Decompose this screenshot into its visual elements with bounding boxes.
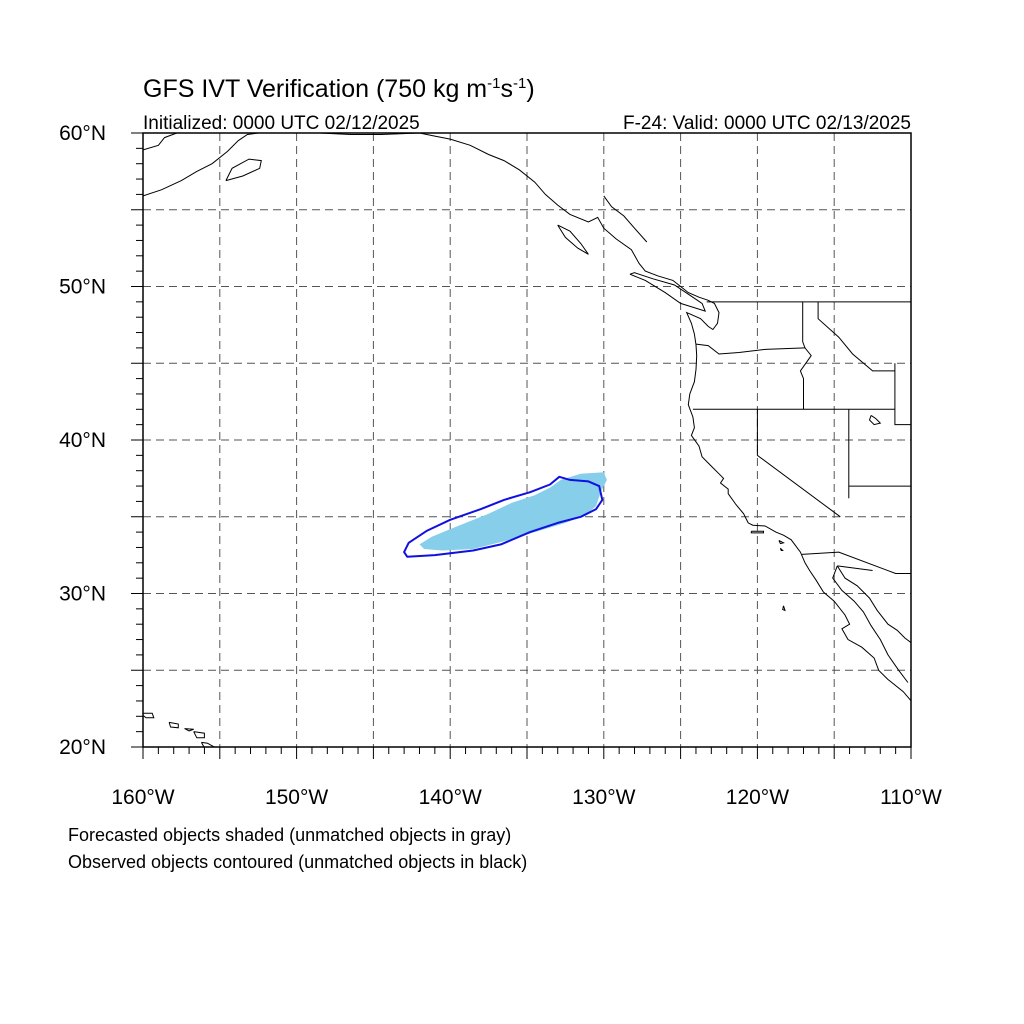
coastline-segment <box>750 530 764 534</box>
coastline-segment <box>143 712 155 719</box>
coastlines-and-borders <box>143 133 911 747</box>
coastline-segment <box>801 551 911 574</box>
coastline-segment <box>193 731 205 739</box>
ivt-objects <box>403 472 607 558</box>
coastline-segment <box>225 158 262 182</box>
coastline-segment <box>695 343 806 355</box>
coastline-segment <box>319 133 911 702</box>
coastline-segment <box>756 409 841 518</box>
coastline-segment <box>143 133 177 151</box>
initialized-label: Initialized: 0000 UTC 02/12/2025 <box>143 113 420 134</box>
x-tick-label: 130°W <box>572 786 635 809</box>
coastline-segment <box>836 565 911 644</box>
coastline-segment <box>603 195 648 243</box>
coastline-segment <box>168 721 179 729</box>
observed-object-contour <box>403 475 604 558</box>
x-tick-label: 110°W <box>880 786 942 809</box>
coastline-segment <box>837 565 873 571</box>
x-tick-label: 140°W <box>419 786 482 809</box>
y-tick-label: 60°N <box>59 122 106 145</box>
x-tick-label: 150°W <box>265 786 328 809</box>
gridlines <box>143 133 911 747</box>
coastline-segment <box>832 565 909 683</box>
y-tick-label: 20°N <box>59 736 106 759</box>
map-title: GFS IVT Verification (750 kg m-1s-1) <box>143 75 535 103</box>
coastline-segment <box>184 728 194 732</box>
coastline-segment <box>143 133 259 197</box>
coastline-segment <box>868 414 882 426</box>
y-tick-label: 30°N <box>59 583 106 606</box>
axis-labels: 160°W 150°W 140°W 130°W 120°W 110°W 60°N 50°N 40… <box>59 122 942 809</box>
valid-time-label: F-24: Valid: 0000 UTC 02/13/2025 <box>623 113 911 134</box>
coastline-segment <box>894 363 911 426</box>
x-tick-label: 120°W <box>726 786 789 809</box>
x-tick-label: 160°W <box>111 786 174 809</box>
footnote-observed: Observed objects contoured (unmatched ob… <box>68 852 528 872</box>
y-tick-label: 50°N <box>59 276 106 299</box>
footnote-forecast: Forecasted objects shaded (unmatched obj… <box>68 825 512 845</box>
coastline-segment <box>817 301 895 372</box>
axis-ticks <box>131 132 912 759</box>
coastline-segment <box>782 605 786 612</box>
coastline-segment <box>778 540 785 545</box>
forecast-object-shaded <box>419 472 607 551</box>
y-tick-label: 40°N <box>59 429 106 452</box>
coastline-segment <box>799 301 812 410</box>
coastline-segment <box>557 224 589 255</box>
coastline-segment <box>779 547 784 551</box>
coastline-segment <box>629 272 707 312</box>
